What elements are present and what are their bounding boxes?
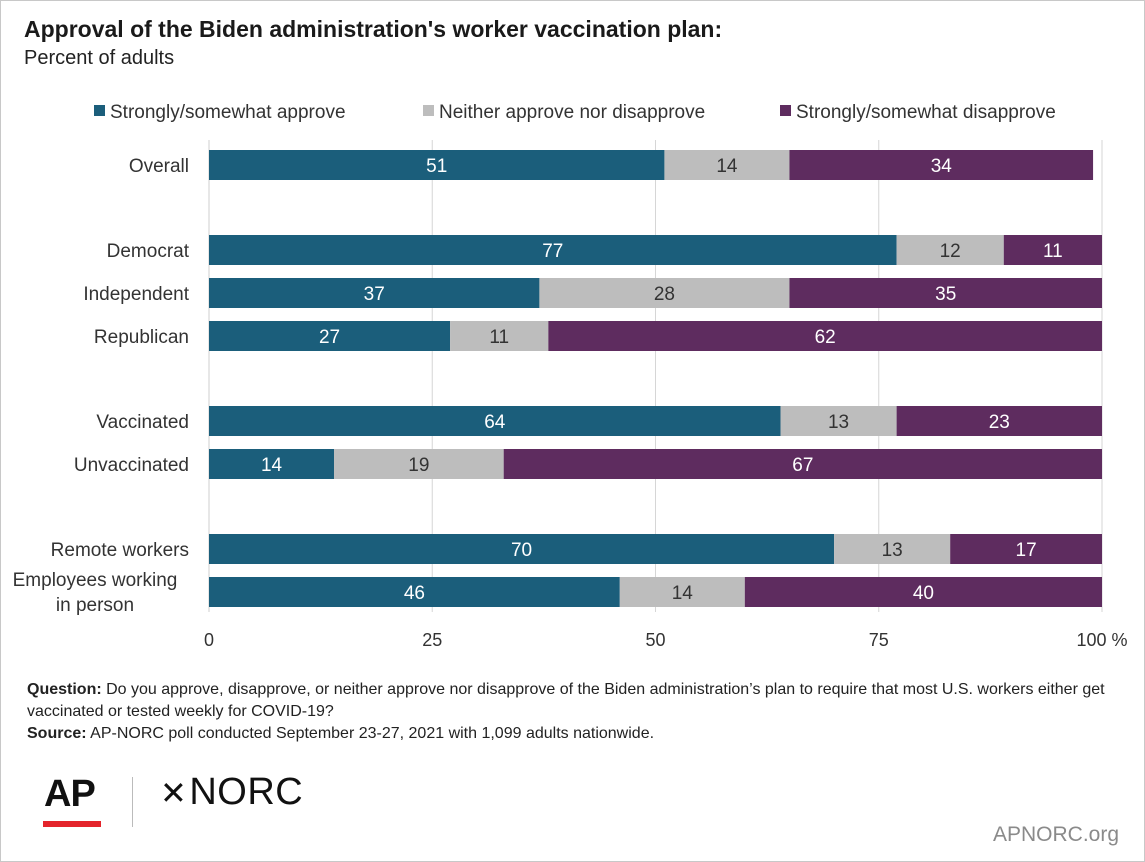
data-label: 12 bbox=[940, 241, 961, 262]
bar-segment bbox=[539, 278, 790, 308]
bar-segment bbox=[209, 406, 781, 436]
norc-star-icon: ✕ bbox=[160, 775, 188, 811]
category-label: Republican bbox=[94, 327, 189, 348]
x-tick-label: 25 bbox=[422, 630, 442, 650]
data-label: 14 bbox=[716, 156, 738, 177]
legend-swatch bbox=[780, 105, 791, 116]
x-tick-label: 100 % bbox=[1076, 630, 1127, 650]
data-label: 11 bbox=[1043, 241, 1063, 262]
data-label: 40 bbox=[913, 583, 934, 604]
bar-segment bbox=[896, 235, 1004, 265]
data-label: 11 bbox=[489, 327, 509, 348]
data-label: 35 bbox=[935, 284, 956, 305]
bar-segment bbox=[744, 577, 1102, 607]
category-label: Remote workers bbox=[51, 540, 189, 561]
legend-label: Strongly/somewhat disapprove bbox=[796, 102, 1056, 123]
source-note: Source: AP-NORC poll conducted September… bbox=[27, 723, 1127, 745]
data-label: 28 bbox=[654, 284, 675, 305]
category-label: Independent bbox=[83, 284, 189, 305]
question-note: Question: Do you approve, disapprove, or… bbox=[27, 679, 1127, 723]
source-text: AP-NORC poll conducted September 23-27, … bbox=[86, 725, 655, 742]
bar-segment bbox=[209, 278, 540, 308]
bar-segment bbox=[209, 449, 335, 479]
legend-label: Neither approve nor disapprove bbox=[439, 102, 705, 123]
logo-divider bbox=[132, 777, 133, 827]
bar-segment bbox=[450, 321, 549, 351]
data-label: 13 bbox=[882, 540, 903, 561]
data-label: 27 bbox=[319, 327, 340, 348]
bar-segment bbox=[619, 577, 745, 607]
ap-logo: AP bbox=[44, 773, 96, 815]
data-label: 37 bbox=[364, 284, 385, 305]
x-tick-label: 75 bbox=[869, 630, 889, 650]
bar-segment bbox=[664, 150, 790, 180]
category-label: Employees working in person bbox=[13, 570, 178, 616]
data-label: 67 bbox=[792, 455, 813, 476]
footnote: Question: Do you approve, disapprove, or… bbox=[27, 679, 1127, 745]
bar-segment bbox=[209, 150, 665, 180]
legend-swatch bbox=[423, 105, 434, 116]
category-label: Overall bbox=[129, 156, 189, 177]
bar-segment bbox=[789, 278, 1102, 308]
bar-segment bbox=[334, 449, 504, 479]
source-label: Source: bbox=[27, 725, 87, 742]
norc-logo-text: NORC bbox=[189, 771, 304, 813]
x-tick-label: 0 bbox=[204, 630, 214, 650]
legend-label: Strongly/somewhat approve bbox=[110, 102, 346, 123]
website-link[interactable]: APNORC.org bbox=[992, 823, 1119, 846]
bar-segment bbox=[950, 534, 1102, 564]
bar-segment bbox=[834, 534, 951, 564]
stacked-bar-chart: 0 25 50 75 100 % Strongly/somewhat approve Nei… bbox=[13, 102, 1128, 650]
legend-swatch bbox=[94, 105, 105, 116]
bar-segment bbox=[780, 406, 897, 436]
data-label: 34 bbox=[931, 156, 953, 177]
data-label: 14 bbox=[672, 583, 694, 604]
data-label: 23 bbox=[989, 412, 1010, 433]
chart-subtitle: Percent of adults bbox=[24, 47, 175, 69]
question-text: Do you approve, disapprove, or neither a… bbox=[27, 681, 1105, 720]
data-label: 13 bbox=[828, 412, 849, 433]
data-label: 62 bbox=[815, 327, 836, 348]
bar-segment bbox=[209, 321, 451, 351]
ap-logo-underline bbox=[43, 821, 101, 827]
x-tick-label: 50 bbox=[645, 630, 665, 650]
chart-title: Approval of the Biden administration's w… bbox=[24, 16, 723, 42]
category-label: Democrat bbox=[107, 241, 190, 262]
data-label: 77 bbox=[542, 241, 563, 262]
bar-segment bbox=[1003, 235, 1102, 265]
data-label: 64 bbox=[484, 412, 506, 433]
bar-segment bbox=[209, 534, 835, 564]
data-label: 70 bbox=[511, 540, 532, 561]
category-label: Vaccinated bbox=[96, 412, 189, 433]
question-label: Question: bbox=[27, 681, 102, 698]
bar-segment bbox=[209, 235, 897, 265]
bar-segment bbox=[209, 577, 620, 607]
data-label: 46 bbox=[404, 583, 425, 604]
category-label: Unvaccinated bbox=[74, 455, 189, 476]
bar-segment bbox=[503, 449, 1102, 479]
data-label: 19 bbox=[408, 455, 429, 476]
data-label: 51 bbox=[426, 156, 447, 177]
bar-segment bbox=[548, 321, 1102, 351]
bar-segment bbox=[789, 150, 1094, 180]
data-label: 17 bbox=[1016, 540, 1037, 561]
bar-segment bbox=[896, 406, 1102, 436]
data-label: 14 bbox=[261, 455, 283, 476]
norc-logo: ✕NORC bbox=[160, 772, 303, 813]
